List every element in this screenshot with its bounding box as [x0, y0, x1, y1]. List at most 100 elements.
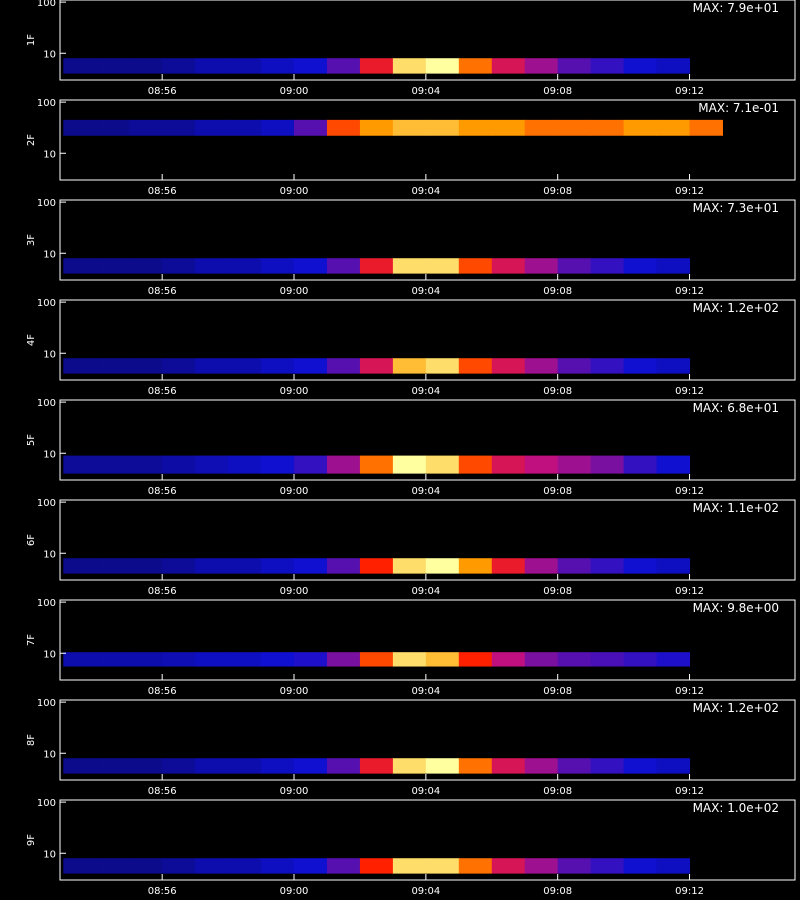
spectrogram-cell — [458, 119, 493, 136]
spectrogram-cell — [623, 455, 658, 474]
spectrogram-cell — [195, 258, 229, 274]
x-tick-label: 09:12 — [675, 286, 704, 297]
spectrogram-cell — [294, 758, 328, 774]
y-tick-label: 10 — [43, 649, 56, 660]
spectrogram-cell — [162, 119, 196, 136]
spectrogram-cell — [590, 858, 625, 874]
x-tick-label: 09:12 — [675, 186, 704, 197]
spectrogram-cell — [261, 858, 295, 874]
plot-frame — [59, 0, 796, 81]
x-tick-label: 09:00 — [280, 886, 309, 897]
x-tick-label: 08:56 — [148, 586, 177, 597]
spectrogram-cell — [228, 358, 262, 374]
spectrogram-cell — [557, 58, 592, 74]
spectrogram-cell — [425, 119, 460, 136]
y-tick-label: 10 — [43, 849, 56, 860]
y-tick-label: 10 — [43, 349, 56, 360]
spectrogram-cell — [557, 652, 592, 667]
spectrogram-cell — [326, 58, 361, 74]
spectrogram-cell — [458, 652, 493, 667]
plot-frame — [59, 699, 796, 781]
spectrogram-cell — [392, 455, 427, 474]
panel: 10 100 08:56 09:00 09:04 09:08 09:12 4F MAX: 1.2… — [26, 298, 796, 397]
spectrogram-cell — [162, 652, 196, 667]
spectrogram-cell — [261, 758, 295, 774]
spectrogram-cell — [392, 652, 427, 667]
spectrogram-cell — [491, 758, 526, 774]
y-tick-label: 100 — [37, 598, 56, 609]
spectrogram-cell — [458, 758, 493, 774]
x-tick-label: 09:08 — [543, 786, 572, 797]
y-tick-label: 100 — [37, 0, 56, 9]
spectrogram-cell — [425, 652, 460, 667]
spectrogram-cell — [458, 358, 493, 374]
spectrogram-cell — [590, 652, 625, 667]
spectrogram-cell — [326, 455, 361, 474]
panel: 10 100 08:56 09:00 09:04 09:08 09:12 5F MAX: 6.8… — [26, 398, 796, 497]
panel: 10 100 08:56 09:00 09:04 09:08 09:12 2F MAX: 7.1… — [26, 98, 796, 197]
spectrogram-cell — [557, 119, 592, 136]
x-tick-label: 09:00 — [280, 386, 309, 397]
spectrogram-cell — [162, 455, 196, 474]
spectrogram-cell — [524, 652, 559, 667]
panel: 10 100 08:56 09:00 09:04 09:08 09:12 7F MAX: 9.8… — [26, 598, 796, 697]
spectrogram-cell — [96, 652, 130, 667]
spectrogram-cell — [63, 652, 97, 667]
y-tick-label: 10 — [43, 449, 56, 460]
spectrogram-cell — [326, 358, 361, 374]
y-tick-label: 100 — [37, 298, 56, 309]
spectrogram-cell — [195, 758, 229, 774]
spectrogram-cell — [63, 455, 97, 474]
panel-label: 8F — [26, 734, 37, 746]
spectrogram-cell — [228, 652, 262, 667]
x-tick-label: 09:00 — [280, 486, 309, 497]
spectrogram-cell — [425, 455, 460, 474]
spectrogram-cell — [162, 558, 196, 574]
spectrogram-cell — [359, 58, 394, 74]
y-tick-label: 100 — [37, 498, 56, 509]
spectrogram-cell — [129, 258, 163, 274]
spectrogram-cell — [294, 258, 328, 274]
spectrogram-cell — [162, 258, 196, 274]
spectrogram-cell — [96, 455, 130, 474]
max-annotation: MAX: 7.9e+01 — [693, 1, 779, 15]
spectrogram-cell — [129, 558, 163, 574]
spectrogram-cell — [425, 358, 460, 374]
spectrogram-cell — [359, 758, 394, 774]
spectrogram-cell — [590, 558, 625, 574]
spectrogram-cell — [656, 358, 691, 374]
spectrogram-cell — [425, 58, 460, 74]
spectrogram-cell — [129, 758, 163, 774]
max-annotation: MAX: 1.0e+02 — [693, 801, 779, 815]
x-tick-label: 09:08 — [543, 86, 572, 97]
spectrogram-cell — [392, 58, 427, 74]
spectrogram-cell — [359, 258, 394, 274]
spectrogram-cell — [261, 455, 295, 474]
spectrogram-cell — [228, 119, 262, 136]
y-tick-label: 100 — [37, 198, 56, 209]
spectrogram-cell — [656, 58, 691, 74]
spectrogram-cell — [623, 119, 658, 136]
panel: 10 100 08:56 09:00 09:04 09:08 09:12 1F MAX: 7.9… — [26, 0, 796, 97]
x-tick-label: 09:12 — [675, 786, 704, 797]
max-annotation: MAX: 7.1e-01 — [698, 101, 779, 115]
spectrogram-cell — [524, 455, 559, 474]
spectrogram-cell — [392, 358, 427, 374]
spectrogram-cell — [524, 119, 559, 136]
spectrogram-cell — [294, 652, 328, 667]
y-tick-label: 100 — [37, 98, 56, 109]
spectrogram-cell — [557, 358, 592, 374]
panel-label: 1F — [26, 34, 37, 46]
x-tick-label: 09:12 — [675, 486, 704, 497]
x-tick-label: 09:08 — [543, 686, 572, 697]
spectrogram-cell — [129, 358, 163, 374]
spectrogram-cell — [162, 358, 196, 374]
spectrogram-cell — [392, 858, 427, 874]
spectrogram-cell — [458, 455, 493, 474]
x-tick-label: 08:56 — [148, 86, 177, 97]
y-tick-label: 10 — [43, 49, 56, 60]
x-tick-label: 09:08 — [543, 886, 572, 897]
spectrogram-cell — [96, 858, 130, 874]
panel-label: 3F — [26, 234, 37, 246]
x-tick-label: 09:04 — [411, 586, 440, 597]
